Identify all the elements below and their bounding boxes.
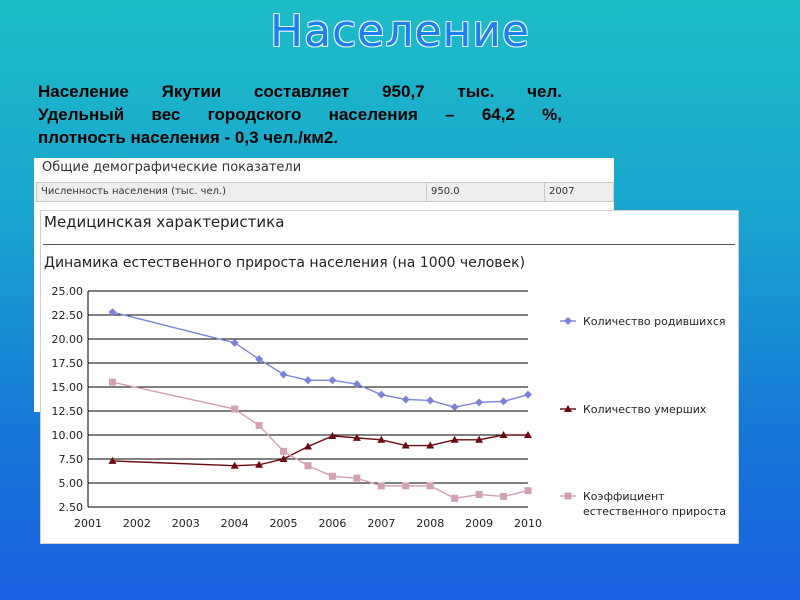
data-point: [353, 474, 361, 482]
legend-marker: [564, 317, 572, 325]
legend-label: Количество умерших: [583, 403, 707, 416]
data-point: [499, 397, 508, 406]
legend-label: Количество родившихся: [583, 315, 726, 328]
x-tick-label: 2007: [367, 517, 395, 530]
population-dynamics-chart: 25.00 22.50 20.00 17.50 15.00 12.50 10.00 7.50 5…: [52, 285, 727, 530]
data-point: [475, 435, 484, 443]
x-tick-label: 2006: [318, 517, 346, 530]
y-tick-label: 5.00: [59, 477, 84, 490]
data-point: [230, 461, 239, 469]
series-line: [112, 434, 528, 467]
data-point: [352, 380, 361, 389]
data-point: [255, 355, 264, 364]
data-point: [328, 472, 336, 480]
data-point: [328, 431, 337, 439]
row-divider: [426, 183, 427, 201]
data-point: [426, 441, 435, 449]
data-point: [352, 433, 361, 441]
data-point: [108, 378, 116, 386]
population-value: 950.0: [431, 186, 460, 197]
data-point: [426, 482, 434, 490]
y-tick-label: 15.00: [52, 381, 84, 394]
y-tick-label: 22.50: [52, 309, 84, 322]
series-line: [112, 311, 529, 408]
data-point: [524, 390, 532, 399]
data-point: [499, 431, 508, 438]
x-tick-label: 2010: [514, 517, 542, 530]
chart-title: Динамика естественного прироста населени…: [44, 255, 526, 271]
data-point: [401, 441, 410, 449]
medical-panel: Медицинская характеристика Динамика есте…: [40, 210, 739, 544]
data-point: [402, 482, 410, 490]
x-tick-label: 2008: [416, 517, 444, 530]
data-point: [426, 396, 435, 405]
intro-text: Население Якутии составляет 950,7 тыс. ч…: [38, 80, 562, 149]
row-divider: [544, 183, 545, 201]
x-tick-label: 2009: [465, 517, 493, 530]
data-point: [401, 395, 410, 404]
intro-line-2: Удельный вес городского населения – 64,2…: [38, 105, 562, 124]
data-point: [108, 308, 117, 317]
data-point: [304, 442, 312, 450]
data-point: [450, 435, 459, 443]
population-year: 2007: [549, 186, 575, 197]
demographics-title: Общие демографические показатели: [42, 160, 302, 175]
data-point: [451, 494, 459, 502]
data-point: [304, 376, 312, 385]
legend-marker: [564, 492, 572, 500]
data-point: [255, 421, 263, 429]
series-line: [112, 381, 529, 500]
medical-title: Медицинская характеристика: [44, 213, 285, 231]
y-tick-label: 25.00: [52, 285, 84, 298]
intro-line-1: Население Якутии составляет 950,7 тыс. ч…: [38, 82, 562, 101]
x-tick-label: 2005: [270, 517, 298, 530]
data-point: [280, 447, 288, 455]
legend-marker: [564, 405, 572, 412]
data-point: [475, 491, 483, 499]
legend-label: естественного прироста: [583, 505, 726, 518]
data-point: [328, 376, 337, 385]
x-tick-label: 2003: [172, 517, 200, 530]
y-tick-label: 12.50: [52, 405, 84, 418]
data-point: [377, 435, 386, 443]
divider: [43, 244, 735, 245]
data-point: [500, 492, 508, 500]
data-point: [255, 460, 264, 468]
data-point: [524, 487, 532, 495]
data-point: [279, 370, 288, 379]
y-tick-label: 20.00: [52, 333, 84, 346]
data-point: [450, 403, 459, 412]
data-point: [279, 455, 288, 462]
y-tick-label: 7.50: [59, 453, 84, 466]
population-row: Численность населения (тыс. чел.) 950.0 …: [36, 182, 614, 202]
data-point: [230, 338, 239, 347]
y-tick-label: 10.00: [52, 429, 84, 442]
data-point: [108, 456, 117, 464]
x-tick-label: 2004: [221, 517, 249, 530]
x-tick-label: 2001: [74, 517, 102, 530]
population-label: Численность населения (тыс. чел.): [41, 186, 227, 197]
legend-label: Коэффициент: [583, 490, 665, 503]
data-point: [377, 390, 386, 399]
y-tick-label: 2.50: [59, 501, 84, 514]
data-point: [231, 405, 239, 413]
x-tick-label: 2002: [123, 517, 151, 530]
intro-line-3: плотность населения - 0,3 чел./км2.: [38, 128, 339, 147]
data-point: [304, 462, 312, 470]
slide-title: Население: [270, 6, 530, 57]
data-point: [524, 431, 532, 438]
data-point: [377, 482, 385, 490]
data-point: [475, 398, 484, 407]
y-tick-label: 17.50: [52, 357, 84, 370]
